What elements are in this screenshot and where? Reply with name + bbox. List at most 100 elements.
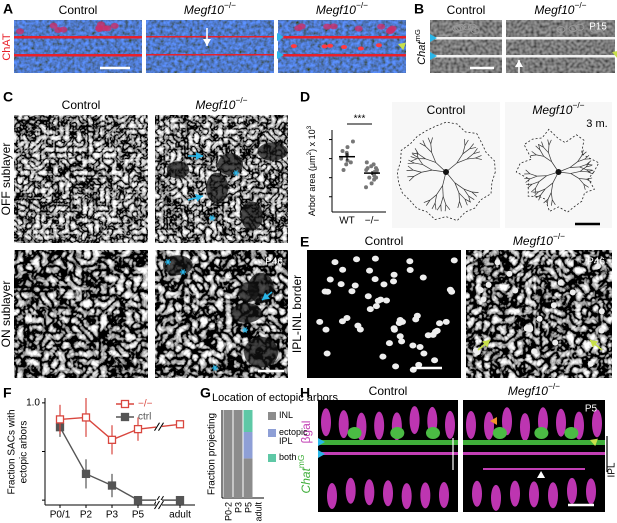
column-label: Megf10−/− xyxy=(184,0,236,17)
dendrite xyxy=(577,155,583,162)
ectopic xyxy=(321,44,328,49)
sac xyxy=(425,427,440,439)
dendrite xyxy=(457,201,460,208)
break-mark xyxy=(154,422,160,431)
y-axis-label-part: 2 xyxy=(306,151,313,155)
cell xyxy=(431,357,439,364)
marker xyxy=(175,420,185,429)
cell xyxy=(366,306,374,313)
cell xyxy=(348,288,356,295)
cell xyxy=(467,23,477,31)
cell xyxy=(16,28,25,35)
stain-label: ChAT xyxy=(1,33,13,61)
dendrite xyxy=(586,164,593,166)
cell xyxy=(529,481,539,508)
cell xyxy=(462,23,472,31)
cell xyxy=(556,25,566,33)
legend-item: both xyxy=(279,453,297,462)
column-label: Control xyxy=(365,234,404,248)
column-label: Megf10−/− xyxy=(532,100,584,117)
dendrite xyxy=(530,154,537,156)
dendrite xyxy=(531,151,537,156)
series-line xyxy=(59,426,180,501)
dendrite xyxy=(406,169,414,171)
arrowhead xyxy=(515,60,523,67)
cell xyxy=(331,259,339,266)
row-label: OFF sublayer xyxy=(0,143,13,216)
dendrite xyxy=(473,148,478,154)
point xyxy=(340,148,345,153)
x-tick-label: P3 xyxy=(233,502,243,513)
dendrite xyxy=(421,169,433,173)
cell xyxy=(364,293,372,300)
dendrite xyxy=(551,199,556,206)
cell xyxy=(323,23,332,30)
dendrite xyxy=(413,171,422,177)
legend-label: INL xyxy=(279,411,294,420)
dendrite xyxy=(569,161,578,168)
cell xyxy=(329,23,338,30)
cell xyxy=(95,24,104,31)
cell xyxy=(548,482,558,509)
cell xyxy=(569,289,576,296)
cell xyxy=(531,348,538,355)
point xyxy=(339,156,344,161)
micrograph xyxy=(466,250,612,378)
arrowhead xyxy=(490,416,497,425)
dendrite xyxy=(586,177,593,180)
dendrite xyxy=(410,156,418,160)
y-axis-label: Fraction projecting xyxy=(207,413,218,495)
dendrite xyxy=(411,152,419,155)
hole xyxy=(240,201,263,231)
legend-marker xyxy=(120,412,130,422)
dendrite xyxy=(468,195,475,200)
cell xyxy=(110,22,119,29)
band xyxy=(278,36,406,39)
age-label: P5 xyxy=(585,404,598,415)
cell xyxy=(420,482,431,509)
cell xyxy=(398,338,406,345)
gene: Control xyxy=(427,103,466,117)
dendrite xyxy=(442,196,447,205)
cell xyxy=(568,25,578,33)
dendrite xyxy=(444,204,447,212)
cell xyxy=(587,360,594,367)
stain-label: βgal xyxy=(299,421,313,444)
cell xyxy=(379,353,387,360)
dendrite xyxy=(548,139,552,146)
dendrite xyxy=(426,199,431,206)
band xyxy=(14,36,142,39)
gene: Megf10 xyxy=(316,3,356,17)
column-label: Control xyxy=(427,103,466,117)
dendrite xyxy=(429,194,437,201)
cell xyxy=(480,296,487,303)
cell xyxy=(550,302,557,309)
sac xyxy=(564,427,579,439)
cell xyxy=(343,315,351,322)
cell xyxy=(366,267,374,274)
dendrite xyxy=(578,178,587,180)
gene: Chat xyxy=(299,467,313,493)
band xyxy=(463,452,605,455)
band xyxy=(483,468,585,470)
cell xyxy=(337,281,345,288)
x-tick-label: P5 xyxy=(132,510,145,521)
cell xyxy=(338,410,349,439)
cell xyxy=(510,480,520,507)
dendrite xyxy=(570,171,581,174)
break-mark xyxy=(154,500,160,510)
cell xyxy=(536,315,543,322)
dendrite xyxy=(583,184,586,190)
asterisk xyxy=(242,327,248,333)
cell xyxy=(103,25,112,32)
dendrite xyxy=(463,188,469,197)
band xyxy=(146,36,274,38)
dendrite xyxy=(550,192,553,200)
dendrite xyxy=(430,143,432,153)
dendrite xyxy=(464,198,468,206)
dendrite xyxy=(464,139,469,146)
cell xyxy=(321,288,329,295)
band xyxy=(430,55,502,58)
cell xyxy=(390,325,398,332)
